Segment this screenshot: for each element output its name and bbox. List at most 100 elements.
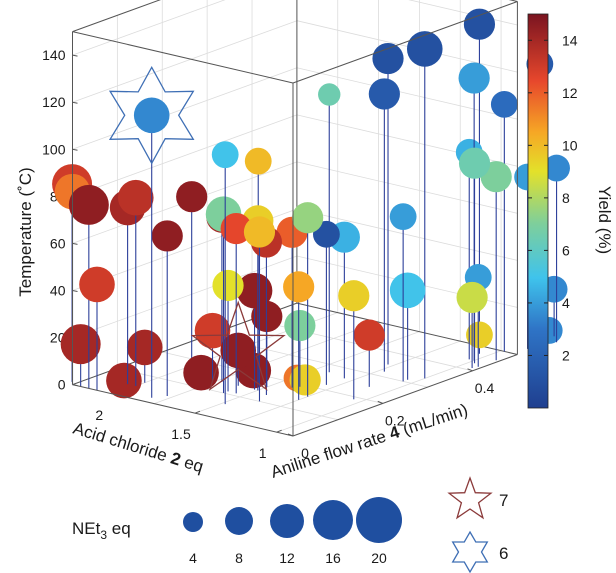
grid-back-wall-z-3: [72, 114, 298, 197]
z-axis-label: Temperature (˚C): [16, 167, 35, 296]
size-legend-marker-4: [183, 512, 203, 532]
point-14: [117, 179, 154, 216]
highlight-star-6: [108, 65, 195, 165]
grid-side-wall-z-5: [296, 20, 518, 73]
point-32: [543, 154, 570, 182]
size-legend-label-main: NEt: [72, 519, 101, 538]
point-38: [236, 272, 273, 309]
point-6: [318, 83, 341, 106]
z-tick-mark-5: [72, 148, 78, 151]
colorbar-tick-label-3: 8: [562, 190, 570, 206]
z-tick-mark-7: [72, 54, 78, 57]
size-legend: NEt3 eq 4 8 12 16 20: [72, 497, 402, 566]
y-tick-label-0: 1: [259, 445, 267, 461]
point-10: [244, 147, 272, 175]
size-legend-marker-12: [270, 504, 304, 538]
point-47: [60, 324, 101, 365]
point-37: [212, 269, 244, 302]
colorbar-tick-label-5: 12: [562, 85, 578, 101]
z-tick-label-5: 100: [42, 141, 66, 157]
point-22: [220, 212, 252, 245]
grid-floor-y-0: [276, 350, 502, 433]
box-edge-top-y-front: [72, 31, 294, 84]
point-0: [406, 31, 443, 67]
marker-legend-label-7: 7: [499, 491, 508, 510]
y-tick-label-2: 2: [95, 407, 103, 423]
z-tick-label-6: 120: [42, 94, 66, 110]
point-8: [211, 141, 239, 169]
z-tick-mark-3: [72, 242, 78, 245]
x-tick-label-2: 0.4: [475, 380, 495, 396]
point-53: [289, 364, 321, 396]
point-5: [368, 78, 400, 110]
point-15: [176, 181, 208, 213]
point-2: [372, 42, 404, 75]
colorbar: 2 4 6 8 10 12 14 Yield (%): [527, 13, 614, 409]
box-edge-top-x-back: [72, 0, 161, 33]
front-edges: [72, 0, 518, 437]
y-tick-mark-0: [276, 429, 282, 433]
colorbar-gradient: [527, 13, 549, 409]
size-legend-label-suffix: eq: [107, 519, 131, 538]
point-1: [463, 8, 496, 40]
point-18: [292, 202, 324, 234]
box-edge-front-y: [72, 384, 294, 437]
point-54: [466, 321, 493, 349]
grid-back-wall-z-6: [72, 0, 226, 56]
point-9: [490, 90, 518, 118]
colorbar-tick-label-4: 10: [562, 137, 578, 153]
marker-legend: 7 6: [447, 476, 508, 573]
point-48: [126, 329, 163, 366]
x-axis-label-text: Aniline flow rate: [268, 425, 393, 482]
point-3: [458, 62, 490, 94]
highlight-star-7: [190, 300, 286, 391]
colorbar-tick-label-2: 6: [562, 242, 570, 258]
colorbar-tick-label-6: 14: [562, 32, 578, 48]
z-tick-label-0: 0: [58, 377, 66, 393]
z-tick-label-3: 60: [50, 235, 66, 251]
size-legend-value-4: 4: [189, 550, 197, 566]
grid-floor-y-1: [235, 340, 461, 424]
z-tick-mark-6: [72, 101, 78, 104]
data-points: [52, 8, 570, 405]
box-edge-top-x-front: [292, 1, 518, 84]
size-legend-value-12: 12: [279, 550, 295, 566]
size-legend-label: NEt3 eq: [72, 519, 131, 542]
x-tick-mark-1: [377, 400, 383, 404]
colorbar-label: Yield (%): [595, 186, 614, 254]
grid-side-wall-z-1: [296, 208, 518, 261]
grid-side-wall-z-2: [296, 161, 518, 214]
point-35: [338, 280, 370, 312]
y-tick-mark-1: [194, 410, 201, 414]
point-19: [243, 216, 276, 248]
box-edge-front-x: [292, 354, 518, 437]
z-tick-label-2: 40: [50, 282, 66, 298]
marker-legend-label-6: 6: [499, 544, 508, 563]
size-legend-value-16: 16: [325, 550, 341, 566]
x-tick-label-0: 0: [301, 445, 309, 461]
point-50: [183, 354, 219, 391]
size-legend-value-8: 8: [235, 550, 243, 566]
grid-back-wall-z-4: [72, 67, 298, 150]
grid-floor-x-0: [117, 367, 338, 421]
point-34: [283, 271, 315, 303]
x-axis-label-unit: (mL/min): [396, 400, 470, 440]
star-5-icon: [447, 476, 493, 520]
point-49: [106, 362, 142, 399]
point-46: [353, 319, 385, 351]
point-43: [284, 309, 316, 342]
y-axis-label-text: Acid chloride: [71, 419, 174, 467]
grid-back-wall-z-5: [72, 20, 298, 103]
x-tick-mark-2: [467, 368, 473, 372]
y-tick-label-1: 1.5: [171, 426, 191, 442]
colorbar-ticks: 2 4 6 8 10 12 14: [528, 32, 578, 363]
size-legend-label-sub: 3: [100, 528, 107, 542]
point-20: [68, 184, 109, 225]
z-tick-label-7: 140: [42, 47, 66, 63]
point-45: [220, 332, 257, 369]
star-6-icon: [451, 530, 489, 573]
box-edge-top-y-back: [508, 0, 518, 2]
x-tick-label-1: 0.2: [385, 412, 405, 428]
point-28: [389, 203, 417, 231]
